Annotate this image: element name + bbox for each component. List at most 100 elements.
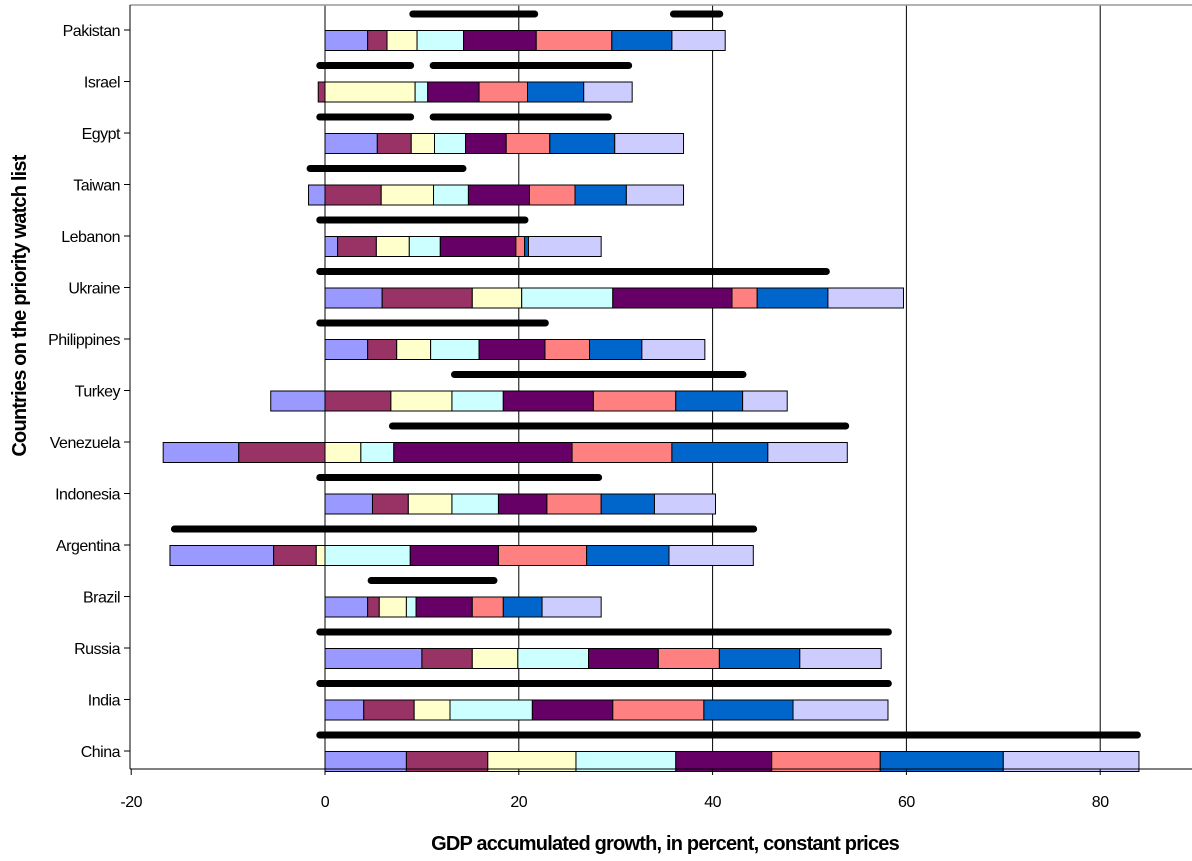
bar-segment	[527, 236, 602, 257]
bar-segment	[465, 133, 507, 154]
bar-segment	[574, 184, 627, 206]
bar-segment	[502, 596, 543, 618]
bar-segment	[386, 30, 418, 51]
bar-segment	[451, 390, 504, 412]
x-tick-label: 60	[898, 794, 915, 811]
bar-segment	[583, 81, 633, 103]
black-bar	[306, 165, 467, 172]
y-tick-label: China	[81, 744, 121, 761]
bar-segment	[324, 236, 339, 257]
bar-segment	[718, 648, 801, 669]
x-tick-label: 80	[1092, 794, 1109, 811]
bar-segment	[546, 493, 602, 515]
bar-segment	[589, 339, 643, 360]
bar-segment	[162, 442, 240, 463]
bar-segment	[668, 545, 754, 566]
bar-segment	[471, 648, 519, 669]
bar-segment	[463, 30, 537, 51]
bar-segment	[380, 184, 435, 206]
bar-segment	[756, 287, 829, 309]
bar-row-ukraine	[316, 268, 904, 309]
bar-segment	[449, 699, 533, 721]
bar-segment	[671, 30, 726, 51]
black-bar	[429, 62, 633, 69]
bar-segment	[592, 390, 677, 412]
black-bar	[367, 577, 498, 584]
x-tick-label: 40	[704, 794, 721, 811]
bar-segment	[439, 236, 517, 257]
bar-row-egypt	[316, 113, 685, 154]
bar-segment	[324, 30, 369, 51]
bar-segment	[324, 493, 373, 515]
bar-segment	[433, 133, 467, 154]
bar-segment	[588, 648, 659, 669]
bar-segment	[413, 699, 451, 721]
x-tick-labels: -20 0 20 40 60 80	[120, 769, 1110, 811]
bar-row-venezuela	[162, 422, 850, 463]
bar-segment	[657, 648, 720, 669]
bar-segment	[544, 339, 591, 360]
bar-segment	[471, 596, 504, 618]
bar-segment	[381, 287, 473, 309]
bar-segment	[467, 184, 530, 206]
bar-row-taiwan	[306, 165, 685, 206]
bar-segment	[375, 236, 410, 257]
bar-segment	[324, 390, 392, 412]
bar-segment	[367, 339, 398, 360]
bar-segment	[612, 699, 705, 721]
bar-segment	[827, 287, 904, 309]
y-tick-label: Russia	[74, 641, 121, 658]
bar-segment	[478, 339, 546, 360]
bar-segment	[371, 493, 409, 515]
bar-segment	[427, 81, 480, 103]
bar-row-indonesia	[316, 474, 717, 515]
bar-segment	[502, 390, 594, 412]
bar-segment	[324, 287, 383, 309]
bar-segment	[376, 133, 412, 154]
y-tick-label: India	[88, 693, 121, 710]
bar-segment	[614, 133, 685, 154]
y-tick-label: Indonesia	[55, 487, 120, 504]
bar-segment	[541, 596, 602, 618]
bar-segment	[497, 545, 588, 566]
black-bar	[316, 474, 603, 481]
bar-segment	[337, 236, 377, 257]
bar-segment	[408, 236, 441, 257]
bar-segment	[515, 236, 526, 257]
bar-segment	[367, 30, 388, 51]
y-tick-label: Israel	[84, 75, 120, 92]
black-bar	[409, 10, 539, 18]
bar-segment	[324, 596, 369, 618]
bar-segment	[405, 596, 417, 618]
bar-segment	[270, 390, 326, 412]
bar-segment	[497, 493, 548, 515]
y-tick-label: Brazil	[83, 590, 120, 607]
bar-segment	[521, 287, 614, 309]
bar-segment	[317, 81, 326, 103]
bar-row-israel	[316, 62, 633, 103]
black-bar	[316, 268, 830, 275]
stacked-bars	[162, 10, 1141, 772]
bar-segment	[653, 493, 717, 515]
bar-segment	[324, 339, 369, 360]
bar-segment	[528, 184, 576, 206]
bar-segment	[524, 236, 529, 257]
black-bar	[669, 10, 724, 18]
bar-segment	[600, 493, 655, 515]
bar-segment	[671, 442, 769, 463]
bar-segment	[315, 545, 326, 566]
bar-segment	[799, 648, 882, 669]
bar-segment	[415, 596, 473, 618]
bar-row-turkey	[270, 371, 788, 412]
y-tick-labels: Pakistan Israel Egypt Taiwan Lebanon Ukraine P…	[48, 23, 130, 761]
bar-segment	[393, 442, 573, 463]
y-tick-label: Lebanon	[61, 229, 120, 246]
bar-row-russia	[316, 628, 892, 669]
bar-segment	[363, 699, 415, 721]
black-bar	[316, 628, 892, 636]
bar-segment	[535, 30, 613, 51]
bar-row-lebanon	[316, 216, 602, 257]
bar-segment	[308, 184, 326, 206]
bar-segment	[505, 133, 551, 154]
black-bar	[316, 319, 549, 327]
